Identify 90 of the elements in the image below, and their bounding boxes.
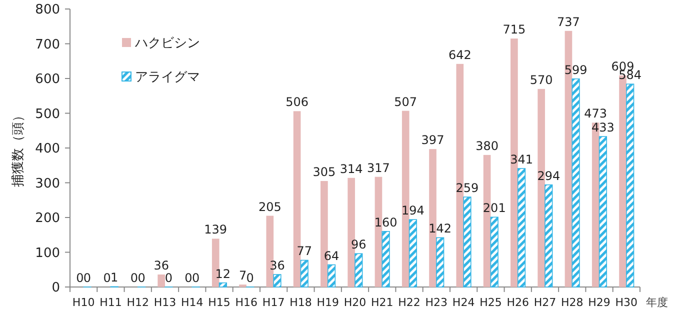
data-label: 341 (510, 152, 533, 167)
x-tick-label: H30 (615, 296, 638, 309)
bar (626, 84, 634, 288)
data-label: 380 (476, 138, 499, 153)
bar (598, 136, 608, 288)
data-label: 0 (246, 271, 254, 285)
data-label: 473 (584, 106, 608, 121)
x-tick-label: H17 (262, 296, 285, 309)
bar (436, 237, 444, 288)
x-tick-label: H11 (100, 296, 122, 309)
data-label: 715 (502, 22, 526, 37)
x-axis-title: 年度 (646, 296, 668, 309)
y-tick-label: 500 (35, 106, 60, 122)
data-label: 305 (312, 165, 336, 180)
data-label: 194 (401, 204, 424, 218)
bar (517, 168, 526, 288)
y-tick-label: 400 (35, 142, 60, 156)
x-tick-label: H28 (561, 296, 584, 309)
bar (354, 253, 363, 288)
bar (544, 184, 553, 288)
data-label: 201 (482, 201, 506, 216)
data-label: 317 (367, 160, 390, 175)
data-label: 642 (448, 48, 472, 62)
data-label: 96 (351, 238, 366, 252)
y-tick-label: 0 (52, 280, 60, 296)
y-tick-label: 800 (35, 2, 60, 18)
x-tick-label: H23 (425, 296, 448, 309)
data-label: 0 (83, 271, 92, 285)
bar (490, 216, 498, 288)
x-tick-label: H27 (534, 296, 556, 309)
data-label: 397 (421, 133, 444, 148)
x-tick-label: H14 (181, 296, 204, 309)
y-tick-label: 700 (35, 37, 60, 52)
data-label: 36 (154, 258, 169, 272)
data-label: 507 (394, 94, 418, 109)
bar (572, 78, 580, 288)
data-label: 0 (192, 271, 200, 285)
y-axis-title: 捕獲数（頭） (11, 109, 26, 187)
data-label: 0 (184, 271, 192, 285)
x-tick-label: H15 (208, 296, 230, 309)
x-tick-label: H29 (588, 296, 610, 309)
data-label: 64 (324, 248, 340, 263)
data-label: 737 (557, 14, 580, 29)
data-label: 139 (204, 222, 228, 237)
bar (327, 264, 336, 288)
bar (463, 196, 472, 288)
x-tick-label: H10 (72, 296, 95, 309)
bar (382, 231, 390, 288)
data-label: 314 (340, 162, 363, 176)
data-label: 77 (296, 244, 312, 258)
x-tick-label: H13 (154, 296, 176, 309)
bar (300, 260, 308, 288)
bar (218, 282, 228, 288)
x-tick-label: H18 (290, 296, 312, 309)
x-tick-label: H21 (371, 296, 394, 309)
data-label: 506 (286, 95, 309, 110)
data-label: 570 (530, 72, 553, 87)
data-label: 599 (564, 62, 588, 77)
y-tick-label: 300 (35, 176, 60, 192)
x-tick-label: H16 (235, 296, 258, 309)
x-tick-label: H26 (506, 296, 529, 309)
legend-label: アライグマ (135, 70, 200, 85)
bar (273, 274, 282, 288)
data-label: 259 (456, 180, 479, 195)
data-label: 0 (164, 271, 172, 285)
data-label: 205 (258, 200, 282, 214)
data-label: 12 (215, 266, 231, 281)
x-tick-label: H12 (126, 296, 149, 309)
legend-label: ハクビシン (134, 36, 200, 51)
bar (408, 219, 418, 288)
y-tick-label: 100 (35, 246, 60, 261)
data-label: 0 (130, 271, 138, 285)
x-tick-label: H20 (344, 296, 366, 309)
x-tick-label: H19 (316, 296, 339, 309)
x-tick-label: H22 (398, 296, 420, 309)
y-tick-label: 200 (35, 211, 60, 226)
data-label: 142 (428, 222, 452, 236)
data-label: 0 (138, 271, 146, 285)
data-label: 0 (103, 271, 111, 285)
data-label: 294 (537, 168, 560, 183)
data-label: 1 (110, 270, 118, 285)
bar (158, 274, 165, 287)
data-label: 36 (270, 258, 285, 272)
x-tick-label: H25 (480, 296, 502, 309)
x-tick-label: H24 (452, 296, 475, 309)
data-label: 0 (76, 271, 84, 285)
data-label: 160 (374, 215, 398, 230)
data-label: 7 (238, 268, 247, 283)
data-label: 433 (591, 120, 614, 135)
y-tick-label: 600 (35, 72, 60, 87)
